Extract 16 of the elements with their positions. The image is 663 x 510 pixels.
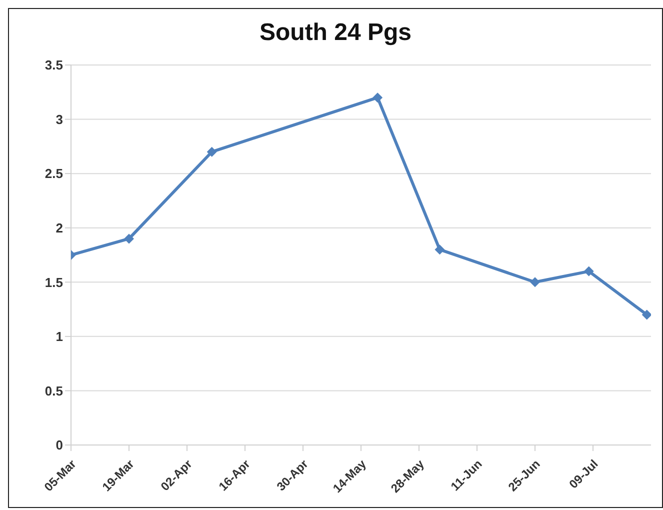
y-tick-label: 2 [56,220,63,236]
y-tick-label: 1 [56,329,63,344]
point [372,92,383,103]
y-tick-label: 1.5 [44,274,63,290]
y-tick-label: 2.5 [44,166,63,182]
y-tick-label: 3 [56,112,63,127]
y-tick-label: 0 [56,438,63,453]
point [642,310,651,320]
point [530,277,540,288]
point [206,146,217,157]
y-tick-label: 3.5 [44,58,63,73]
chart-title: South 24 Pgs [258,18,413,48]
point [124,234,134,244]
point [584,266,594,276]
y-tick-label: 0.5 [44,383,63,398]
point [434,244,445,255]
